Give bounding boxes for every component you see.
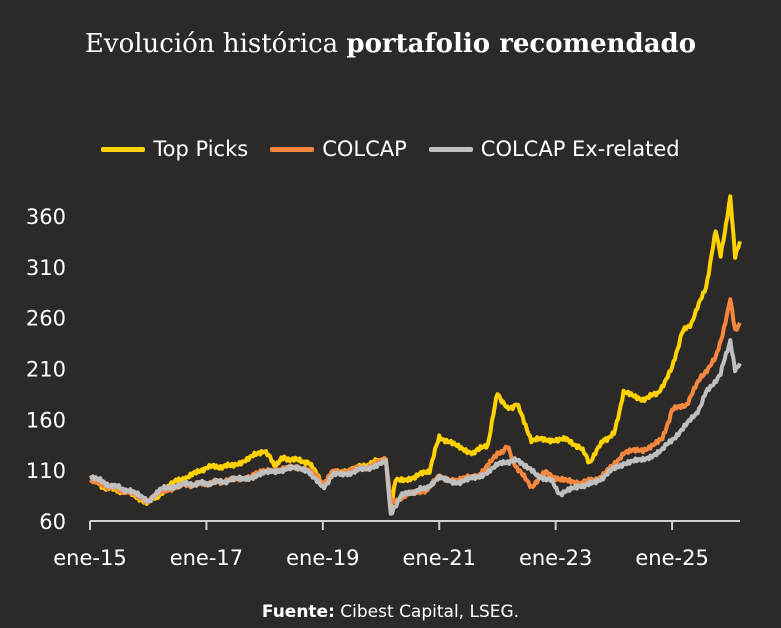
legend-item-colcap-ex-related: COLCAP Ex-related: [428, 137, 680, 161]
series-line-top-picks: [89, 194, 742, 510]
source-label: Fuente:: [261, 602, 335, 622]
y-tick-label: 360: [26, 205, 66, 229]
legend-item-top-picks: Top Picks: [101, 137, 248, 161]
y-tick-label: 310: [26, 256, 66, 280]
y-tick-label: 210: [26, 358, 66, 382]
legend-item-colcap: COLCAP: [270, 137, 407, 161]
x-tick-label: ene-19: [286, 546, 359, 570]
y-tick-label: 60: [39, 510, 66, 534]
x-tick-label: ene-17: [170, 546, 243, 570]
source-note: Fuente: Cibest Capital, LSEG.: [0, 602, 781, 622]
y-tick-label: 160: [26, 408, 66, 432]
y-tick-label: 260: [26, 307, 66, 331]
legend-label: COLCAP: [322, 137, 407, 161]
legend-swatch: [270, 146, 315, 152]
legend-label: Top Picks: [153, 137, 249, 161]
legend-swatch: [101, 146, 146, 152]
legend-swatch: [428, 146, 473, 152]
series-line-colcap-ex-related: [89, 338, 742, 516]
title-normal: Evolución histórica: [84, 29, 347, 59]
legend: Top Picks COLCAP COLCAP Ex-related: [0, 137, 781, 161]
chart-title: Evolución histórica portafolio recomenda…: [0, 28, 781, 60]
y-tick-label: 110: [26, 459, 66, 483]
x-tick-label: ene-21: [403, 546, 476, 570]
legend-label: COLCAP Ex-related: [480, 137, 680, 161]
title-bold: portafolio recomendado: [346, 29, 697, 59]
x-tick-label: ene-15: [53, 546, 126, 570]
source-text: Cibest Capital, LSEG.: [334, 602, 520, 622]
x-tick-label: ene-23: [519, 546, 592, 570]
x-tick-label: ene-25: [635, 546, 708, 570]
